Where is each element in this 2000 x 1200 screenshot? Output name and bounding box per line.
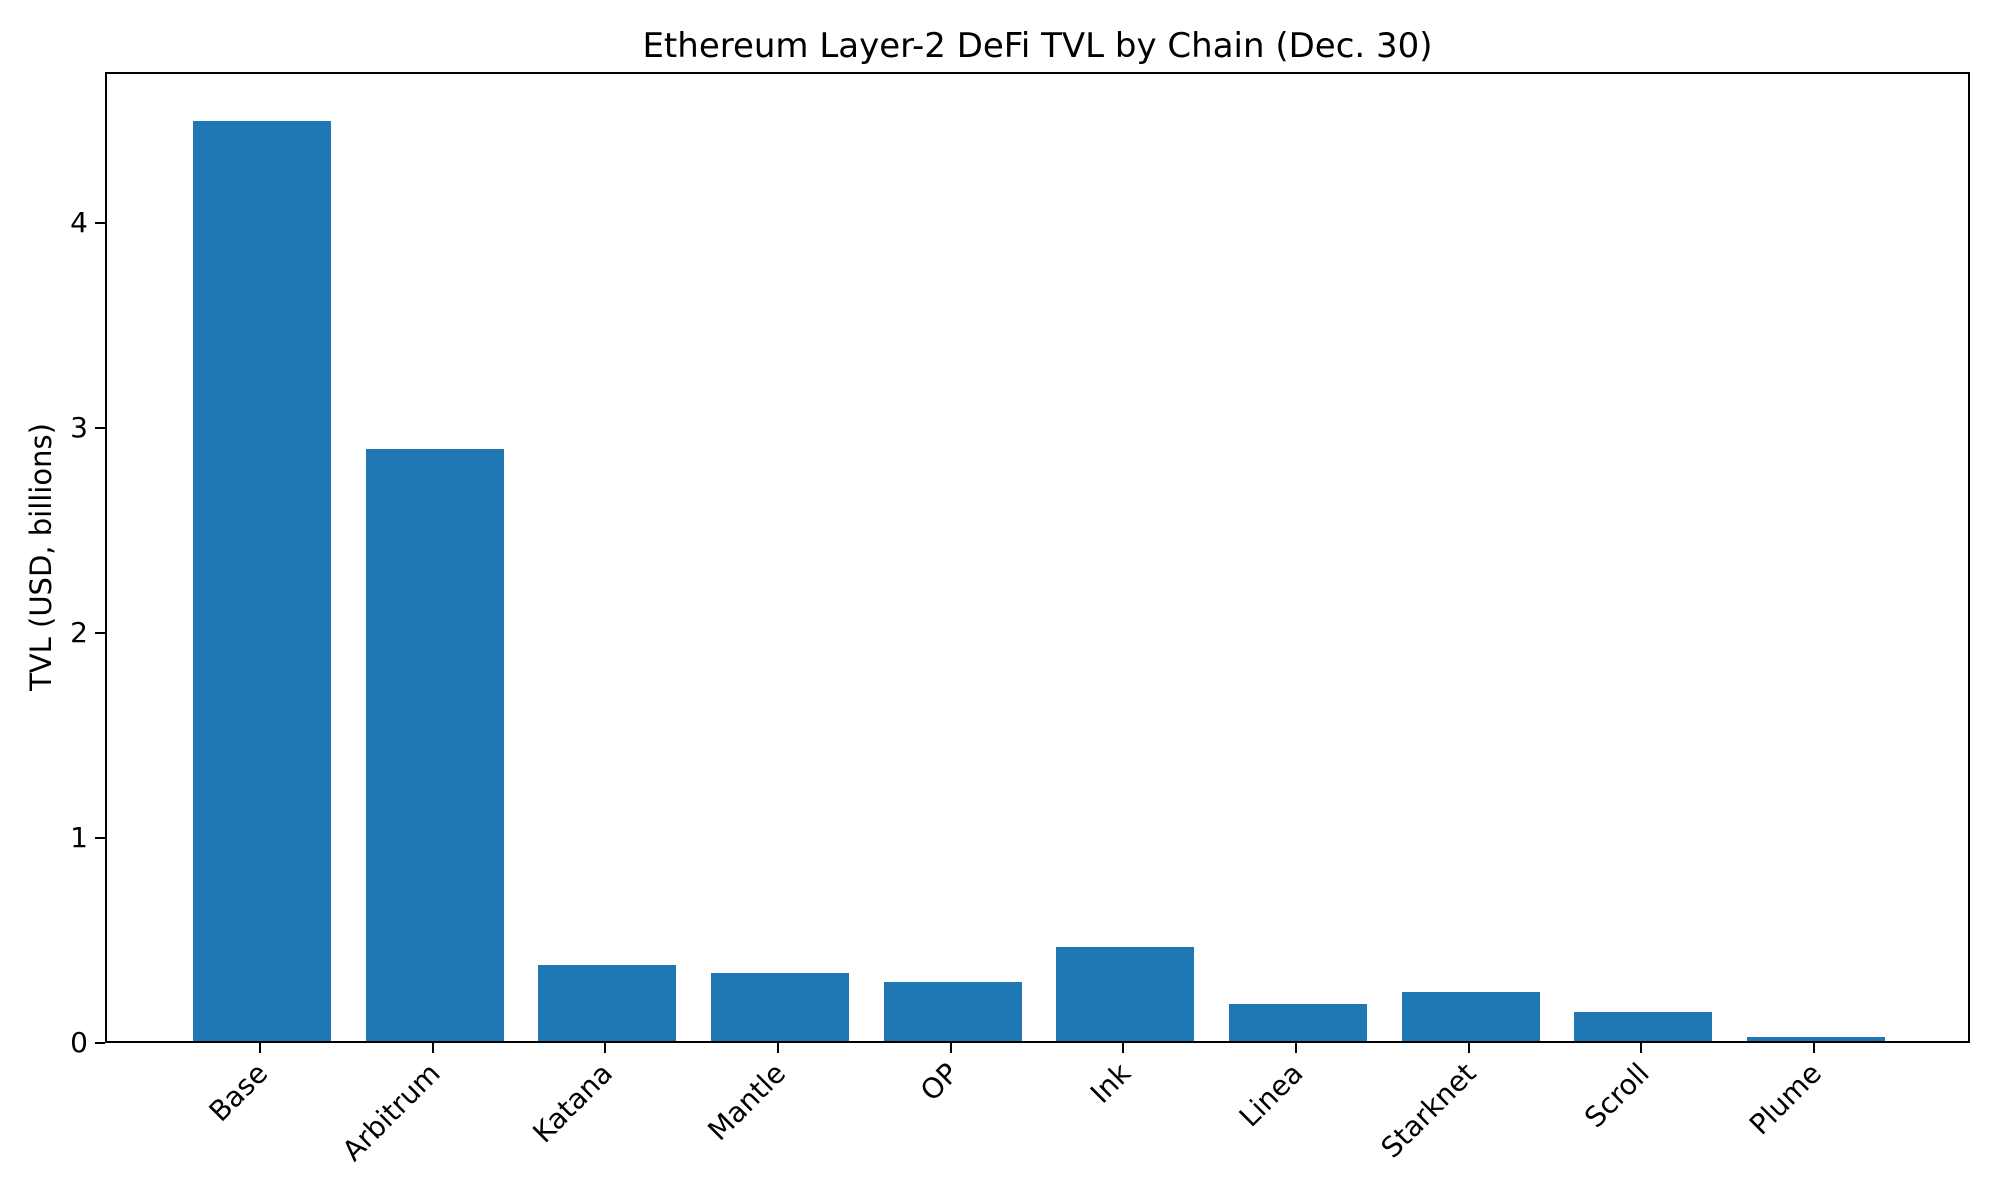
x-tick-label-scroll: Scroll	[1577, 1056, 1656, 1135]
bar-katana	[538, 965, 677, 1041]
x-tick-mark-plume	[1812, 1043, 1815, 1053]
x-tick-mark-arbitrum	[431, 1043, 434, 1053]
y-tick-mark-2	[95, 632, 105, 635]
bar-arbitrum	[365, 448, 504, 1041]
x-tick-label-katana: Katana	[526, 1056, 620, 1150]
x-tick-mark-op	[949, 1043, 952, 1053]
bar-linea	[1228, 1004, 1367, 1041]
chart-title: Ethereum Layer-2 DeFi TVL by Chain (Dec.…	[642, 26, 1433, 66]
y-axis-label: TVL (USD, billions)	[24, 423, 58, 691]
y-tick-mark-0	[95, 1042, 105, 1044]
x-tick-mark-mantle	[776, 1043, 779, 1053]
y-tick-label-4: 4	[70, 206, 88, 240]
y-tick-label-0: 0	[70, 1026, 88, 1059]
x-tick-label-base: Base	[202, 1056, 274, 1129]
bar-op	[883, 981, 1022, 1041]
bar-starknet	[1401, 991, 1540, 1041]
x-tick-label-op: OP	[913, 1056, 965, 1108]
bar-mantle	[710, 973, 849, 1041]
bar-ink	[1056, 946, 1195, 1041]
bar-scroll	[1574, 1012, 1713, 1041]
bar-base	[192, 120, 331, 1041]
y-tick-label-2: 2	[70, 616, 88, 650]
plot-area	[105, 72, 1970, 1043]
x-tick-label-ink: Ink	[1084, 1056, 1138, 1110]
y-tick-mark-3	[95, 427, 105, 430]
x-tick-mark-katana	[604, 1043, 607, 1053]
x-tick-label-mantle: Mantle	[701, 1056, 792, 1148]
x-tick-label-plume: Plume	[1743, 1056, 1828, 1142]
y-tick-mark-1	[95, 837, 105, 840]
x-tick-label-linea: Linea	[1233, 1056, 1310, 1134]
x-tick-mark-scroll	[1640, 1043, 1643, 1053]
x-tick-label-starknet: Starknet	[1374, 1056, 1483, 1165]
y-tick-label-1: 1	[70, 821, 88, 855]
y-tick-mark-4	[95, 222, 105, 225]
x-tick-mark-ink	[1122, 1043, 1125, 1053]
x-tick-mark-base	[258, 1043, 261, 1053]
x-tick-mark-linea	[1294, 1043, 1297, 1053]
bar-plume	[1746, 1036, 1885, 1041]
y-tick-label-3: 3	[70, 411, 88, 445]
x-tick-mark-starknet	[1467, 1043, 1470, 1053]
x-tick-label-arbitrum: Arbitrum	[335, 1056, 447, 1168]
